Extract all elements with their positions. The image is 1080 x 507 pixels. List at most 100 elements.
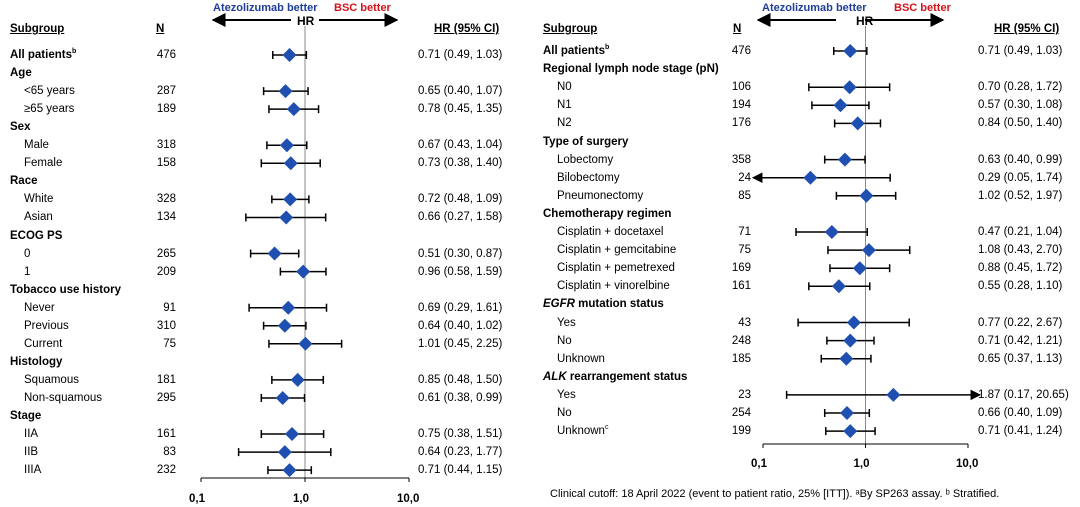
hr-ci-value: 0.61 (0.38, 0.99) [418, 391, 503, 404]
n-value: 248 [731, 334, 751, 347]
hr-ci-value: 0.66 (0.27, 1.58) [418, 211, 503, 224]
hr-ci-value: 0.51 (0.30, 0.87) [418, 247, 503, 260]
n-value: 254 [731, 407, 751, 419]
hr-point-marker [852, 261, 867, 276]
hr-point-marker [861, 243, 876, 258]
subgroup-label: Male [24, 139, 49, 152]
x-tick-label: 0,1 [189, 493, 205, 505]
subgroup-label: No [557, 407, 572, 419]
hr-ci-value: 0.64 (0.23, 1.77) [418, 446, 503, 459]
subgroup-label: Cisplatin + pemetrexed [557, 262, 675, 275]
hr-point-marker [803, 170, 818, 185]
n-value: 24 [738, 171, 751, 184]
hr-ci-value: 0.63 (0.40, 0.99) [978, 153, 1063, 166]
hr-ci-value: 0.29 (0.05, 1.74) [978, 171, 1063, 184]
n-header: N [733, 23, 742, 35]
hr-ci-value: 0.57 (0.30, 1.08) [978, 99, 1063, 112]
n-value: 287 [156, 85, 176, 98]
subgroup-label: IIA [24, 428, 39, 441]
n-value: 23 [738, 388, 751, 401]
footnote: Clinical cutoff: 18 April 2022 (event to… [550, 488, 1000, 500]
section-header: Sex [10, 121, 31, 134]
n-value: 318 [156, 139, 176, 152]
n-value: 358 [731, 153, 751, 166]
n-value: 158 [156, 157, 176, 170]
forest-plot-right: Subgroup N HR (95% CI) Atezolizumab better B… [540, 0, 1080, 507]
n-value: 161 [156, 428, 176, 441]
hr-ci-value: 0.96 (0.58, 1.59) [418, 265, 503, 278]
hr-point-marker [886, 387, 901, 402]
hr-point-marker [843, 333, 858, 348]
subgroup-label: Squamous [24, 373, 79, 386]
subgroup-label: Cisplatin + vinorelbine [557, 280, 670, 293]
n-value: 232 [156, 464, 176, 477]
hr-ci-header: HR (95% CI) [434, 23, 500, 35]
n-value: 265 [156, 247, 176, 260]
forest-plot-svg [751, 13, 982, 448]
subgroup-label: N1 [557, 99, 572, 112]
subgroup-label: N2 [557, 117, 572, 130]
hr-point-marker [290, 372, 305, 387]
hr-point-marker [837, 152, 852, 167]
favors-atezolizumab-label: Atezolizumab better [213, 2, 318, 14]
hr-ci-value: 0.72 (0.48, 1.09) [418, 193, 503, 206]
subgroup-label: Yes [557, 388, 576, 401]
hr-ci-value: 0.69 (0.29, 1.61) [418, 301, 503, 314]
section-header: EGFR mutation status [543, 298, 664, 311]
subgroup-label: White [24, 193, 54, 206]
n-value: 328 [156, 193, 176, 206]
n-value: 106 [731, 81, 751, 94]
section-header: ECOG PS [10, 229, 63, 242]
hr-ci-value: 1.08 (0.43, 2.70) [978, 244, 1063, 257]
hr-point-marker [839, 351, 854, 366]
hr-ci-header: HR (95% CI) [994, 23, 1060, 35]
section-header: Race [10, 175, 38, 188]
n-value: 209 [156, 265, 176, 278]
all-patients-label: All patientsb [10, 48, 77, 61]
n-value: 189 [156, 103, 176, 116]
hr-ci-value: 0.84 (0.50, 1.40) [978, 117, 1063, 130]
n-value: 91 [163, 301, 176, 314]
hr-point-marker [298, 336, 313, 351]
subgroup-label: Unknown [557, 352, 605, 365]
hr-point-marker [277, 445, 292, 460]
hr-ci-value: 0.64 (0.40, 1.02) [418, 319, 503, 332]
n-value: 476 [731, 45, 751, 57]
hr-point-marker [283, 156, 298, 171]
hr-ci-value: 0.65 (0.40, 1.07) [418, 85, 503, 98]
hr-ci-value: 0.67 (0.43, 1.04) [418, 139, 503, 152]
hr-point-marker [267, 246, 282, 261]
section-header: ALK rearrangement status [543, 370, 688, 383]
hr-ci-value: 0.71 (0.41, 1.24) [978, 425, 1063, 438]
hr-ci-value: 0.78 (0.45, 1.35) [418, 103, 503, 116]
hr-point-marker [281, 300, 296, 315]
subgroup-label: Lobectomy [557, 153, 614, 166]
hr-ci-value: 0.73 (0.38, 1.40) [418, 157, 503, 170]
section-header: Stage [10, 410, 42, 422]
n-value: 310 [156, 319, 176, 332]
forest-plot-left: Subgroup N HR (95% CI) Atezolizumab better B… [0, 0, 535, 507]
subgroup-label: IIIA [24, 464, 42, 477]
subgroup-label: Current [24, 337, 63, 350]
section-header: Type of surgery [543, 135, 629, 148]
hr-ci-value: 0.88 (0.45, 1.72) [978, 262, 1063, 275]
subgroup-label: 1 [24, 265, 31, 278]
subgroup-label: ≥65 years [24, 103, 75, 116]
n-value: 176 [731, 117, 751, 130]
n-value: 169 [731, 262, 751, 275]
subgroup-label: IIB [24, 446, 39, 459]
x-tick-label: 1,0 [853, 458, 870, 470]
n-value: 181 [156, 373, 176, 386]
hr-ci-value: 0.71 (0.49, 1.03) [978, 45, 1063, 57]
subgroup-label: Never [24, 301, 55, 314]
subgroup-label: <65 years [24, 85, 75, 98]
subgroup-label: Previous [24, 319, 69, 332]
hr-axis-title: HR [297, 14, 315, 28]
favors-atezolizumab-label: Atezolizumab better [762, 2, 867, 14]
hr-point-marker [831, 279, 846, 294]
hr-ci-value: 0.65 (0.37, 1.13) [978, 352, 1063, 365]
subgroup-label: Pneumonectomy [557, 189, 644, 202]
hr-point-marker [824, 225, 839, 239]
n-value: 185 [731, 352, 751, 365]
subgroup-header: Subgroup [543, 23, 598, 35]
